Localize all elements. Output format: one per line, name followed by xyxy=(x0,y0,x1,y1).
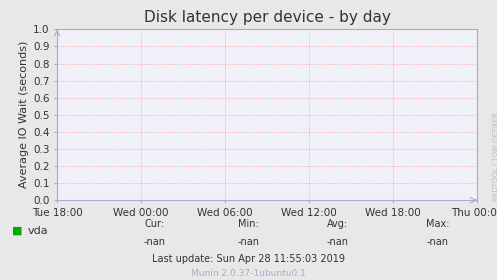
Text: Max:: Max: xyxy=(425,219,449,229)
Text: Last update: Sun Apr 28 11:55:03 2019: Last update: Sun Apr 28 11:55:03 2019 xyxy=(152,254,345,264)
Text: Avg:: Avg: xyxy=(328,219,348,229)
Y-axis label: Average IO Wait (seconds): Average IO Wait (seconds) xyxy=(19,41,29,188)
Text: Min:: Min: xyxy=(238,219,259,229)
Text: -nan: -nan xyxy=(426,237,448,247)
Text: ■: ■ xyxy=(12,226,23,236)
Text: Munin 2.0.37-1ubuntu0.1: Munin 2.0.37-1ubuntu0.1 xyxy=(191,269,306,278)
Title: Disk latency per device - by day: Disk latency per device - by day xyxy=(144,10,391,25)
Text: -nan: -nan xyxy=(238,237,259,247)
Text: -nan: -nan xyxy=(327,237,349,247)
Text: -nan: -nan xyxy=(143,237,165,247)
Text: RRDTOOL / TOBI OETIKER: RRDTOOL / TOBI OETIKER xyxy=(493,112,497,201)
Text: Cur:: Cur: xyxy=(144,219,164,229)
Text: vda: vda xyxy=(27,226,48,236)
